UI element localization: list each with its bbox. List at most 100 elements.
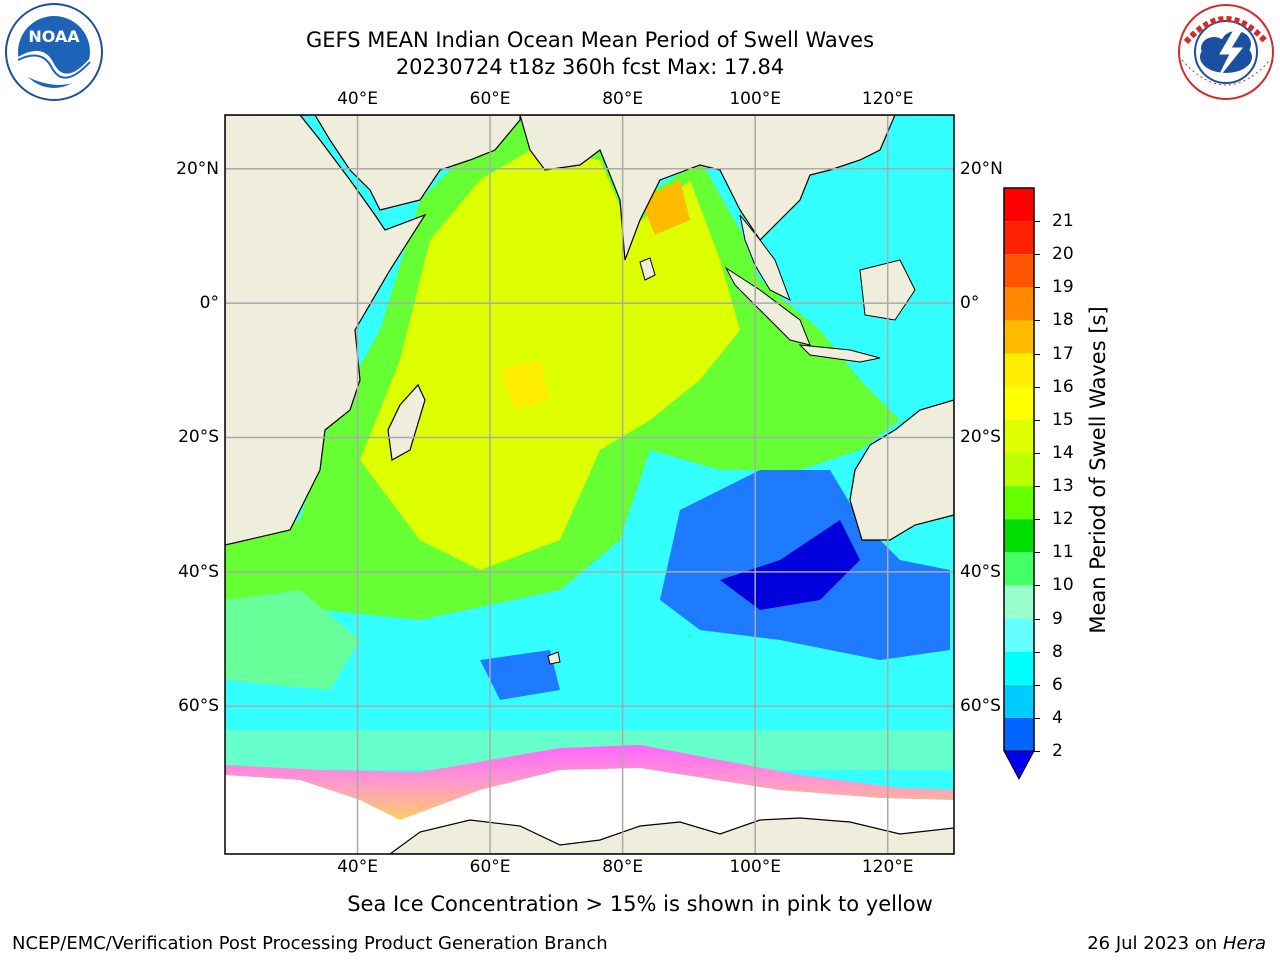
colorbar-tick-label: 16 (1052, 376, 1074, 397)
colorbar-tick-label: 15 (1052, 409, 1074, 430)
colorbar-tick-mark (1034, 221, 1040, 223)
colorbar-box (1004, 618, 1034, 652)
lat-label-left: 60°S (178, 696, 219, 717)
colorbar-box (1004, 386, 1034, 420)
noaa-logo: NOAA (5, 3, 103, 101)
colorbar-box (1004, 419, 1034, 453)
colorbar-tick-label: 21 (1052, 211, 1074, 232)
noaa-logo-text: NOAA (28, 27, 80, 46)
lat-label-right: 0° (960, 293, 980, 314)
colorbar-box (1004, 684, 1034, 718)
colorbar-tick-mark (1034, 717, 1040, 719)
nws-logo (1178, 4, 1274, 100)
lon-label-bottom: 120°E (861, 857, 914, 877)
lon-label-top: 40°E (337, 89, 378, 109)
chart-title: GEFS MEAN Indian Ocean Mean Period of Sw… (305, 28, 875, 52)
land-asia (519, 115, 896, 261)
colorbar-tick-mark (1034, 684, 1040, 686)
lon-label-bottom: 80°E (602, 857, 644, 877)
colorbar-box (1004, 585, 1034, 619)
colorbar-tick-mark (1034, 419, 1040, 421)
field-blue-kerguelen (480, 650, 560, 700)
lon-label-top: 100°E (729, 89, 782, 109)
colorbar-box (1004, 287, 1034, 321)
land-arabia (225, 115, 521, 211)
lon-label-bottom: 40°E (337, 857, 378, 877)
land-australia (849, 399, 954, 541)
colorbar-tick-mark (1034, 552, 1040, 554)
lat-label-right: 20°S (960, 427, 1001, 448)
colorbar-box (1004, 452, 1034, 487)
field-orange-central (500, 360, 550, 410)
colorbar-tick-mark (1034, 486, 1040, 488)
lat-label-right: 60°S (960, 696, 1001, 717)
colorbar-tick-label: 4 (1052, 707, 1063, 728)
lat-label-right: 20°N (960, 158, 1003, 179)
colorbar-box (1004, 486, 1034, 520)
land-sumatra (724, 266, 811, 346)
colorbar-tick-label: 10 (1052, 575, 1074, 596)
lat-label-left: 0° (199, 293, 219, 314)
colorbar-tick-mark (1034, 320, 1040, 322)
map-frame (224, 114, 955, 855)
colorbar-tick-label: 13 (1052, 476, 1074, 497)
colorbar-under-triangle (1003, 750, 1035, 781)
lat-label-right: 40°S (960, 561, 1001, 582)
land-sri-lanka (639, 257, 656, 281)
colorbar-tick-mark (1034, 585, 1040, 587)
colorbar-tick-mark (1034, 353, 1040, 355)
lon-label-top: 80°E (602, 89, 644, 109)
sea-ice-note: Sea Ice Concentration > 15% is shown in … (347, 892, 933, 916)
land-antarctica (388, 817, 954, 854)
colorbar-tick-label: 14 (1052, 442, 1074, 463)
footer-date: 26 Jul 2023 on Hera (1087, 933, 1266, 955)
field-cyan-south (225, 560, 680, 720)
lat-label-left: 40°S (178, 561, 219, 582)
sea-ice-band (225, 745, 954, 820)
colorbar-box (1004, 552, 1034, 586)
lon-label-top: 120°E (861, 89, 914, 109)
footer-credit: NCEP/EMC/Verification Post Processing Pr… (12, 933, 608, 954)
colorbar-tick-label: 11 (1052, 542, 1074, 563)
colorbar-box (1004, 254, 1034, 288)
colorbar-box (1004, 717, 1034, 751)
colorbar-box (1004, 221, 1034, 255)
colorbar-label: Mean Period of Swell Waves [s] (1086, 306, 1110, 634)
colorbar-tick-label: 20 (1052, 244, 1074, 265)
colorbar-tick-mark (1034, 751, 1040, 752)
footer-date-text: 26 Jul 2023 on (1087, 933, 1223, 954)
colorbar-tick-label: 6 (1052, 674, 1063, 695)
colorbar-tick-mark (1034, 519, 1040, 521)
lon-label-bottom: 60°E (469, 857, 511, 877)
colorbar-tick-mark (1034, 254, 1040, 256)
colorbar-tick-label: 12 (1052, 509, 1074, 530)
colorbar-tick-label: 17 (1052, 343, 1074, 364)
colorbar-tick-mark (1034, 618, 1040, 620)
colorbar-box (1004, 353, 1034, 387)
field-lightgreen-sw (225, 590, 360, 690)
colorbar-tick-label: 18 (1052, 310, 1074, 331)
lon-label-bottom: 100°E (729, 857, 782, 877)
colorbar-tick-label: 8 (1052, 641, 1063, 662)
colorbar-box (1004, 651, 1034, 685)
lat-label-left: 20°N (176, 158, 219, 179)
land-malay (739, 214, 791, 302)
colorbar-box (1004, 320, 1034, 354)
graticule (225, 115, 954, 854)
colorbar-tick-mark (1034, 452, 1040, 454)
colorbar (1003, 187, 1035, 781)
colorbar-tick-mark (1034, 287, 1040, 289)
chart-subtitle: 20230724 t18z 360h fcst Max: 17.84 (395, 55, 785, 79)
colorbar-tick-mark (1034, 651, 1040, 653)
lon-label-top: 60°E (469, 89, 511, 109)
colorbar-tick-label: 2 (1052, 741, 1063, 761)
colorbar-frame (1003, 187, 1035, 751)
lat-label-left: 20°S (178, 427, 219, 448)
footer-machine: Hera (1222, 933, 1266, 954)
land-madagascar (387, 383, 426, 461)
land-kerguelen (547, 651, 561, 665)
colorbar-box (1004, 519, 1034, 553)
land-java (798, 344, 881, 363)
colorbar-tick-mark (1034, 386, 1040, 388)
